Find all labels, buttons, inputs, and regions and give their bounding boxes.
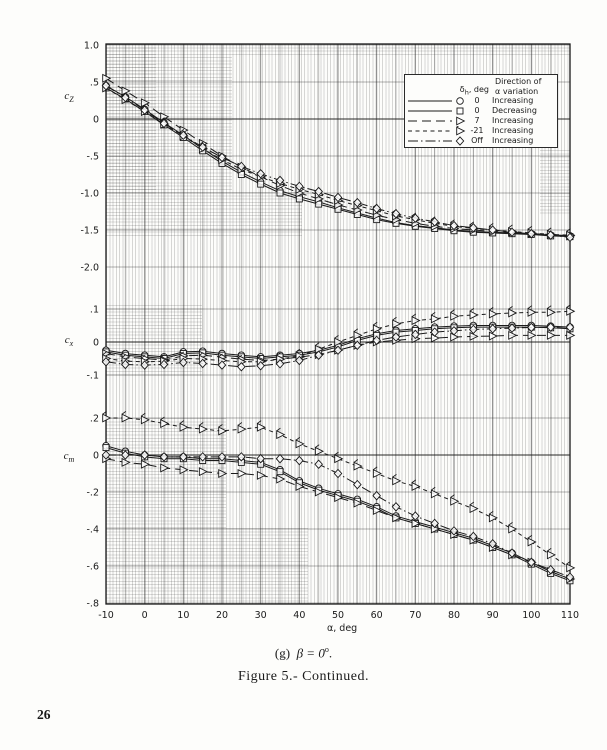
series-cm-stab-off-increasing [101, 450, 575, 582]
y-tick-label: -.6 [87, 562, 100, 573]
y-tick-label: .2 [90, 414, 99, 425]
y-tick-label: 0 [93, 115, 99, 126]
legend-direction-value: Increasing [492, 126, 534, 135]
x-tick-label: 90 [487, 610, 499, 621]
legend-line-sample [408, 100, 452, 102]
y-tick-label: -2.0 [80, 263, 99, 274]
x-tick-label: 50 [332, 610, 344, 621]
x-tick-label: 110 [561, 610, 579, 621]
legend-header: δh, deg Direction of α variation [405, 75, 557, 97]
y-tick-label: -1.5 [80, 226, 99, 237]
circle-icon [456, 97, 464, 105]
y-tick-label: .1 [90, 305, 99, 316]
legend-rows: 0 Increasing 0 Decreasing 7 Increasing -21 Incr… [405, 96, 557, 146]
fine-horizontal-grid-patch [106, 57, 232, 192]
legend-delta-header: δh, deg [459, 85, 489, 97]
legend-box: δh, deg Direction of α variation 0 Increa… [404, 74, 558, 148]
x-tick-label: 80 [448, 610, 460, 621]
x-tick-label: 0 [142, 610, 148, 621]
y-tick-label: -.5 [87, 152, 100, 163]
square-icon [456, 107, 464, 115]
legend-line-sample [408, 140, 452, 142]
legend-direction-header: Direction of α variation [495, 77, 542, 96]
page-number: 26 [37, 707, 51, 722]
fine-horizontal-grid-patch [540, 150, 570, 216]
fine-horizontal-grid-patch [106, 418, 226, 528]
legend-direction-value: Increasing [492, 136, 534, 145]
figure-subcaption: (g) β = 0o. [274, 645, 333, 661]
y-tick-label: -.4 [87, 525, 100, 536]
series-cz-stab-off-increasing [101, 80, 575, 243]
legend-row: 7 Increasing [407, 116, 555, 126]
legend-delta-value: 7 [474, 116, 480, 125]
legend-line-sample [408, 130, 452, 132]
legend-delta-value: Off [471, 136, 483, 145]
x-axis-title: α, deg [327, 623, 358, 634]
figure-caption: Figure 5.- Continued. [237, 669, 370, 684]
series-cm-dh-21-increasing [102, 411, 576, 573]
x-tick-label: 40 [293, 610, 305, 621]
y-tick-label: -1.0 [80, 189, 99, 200]
triangle-icon [456, 116, 466, 126]
legend-line-sample [408, 120, 452, 122]
x-tick-label: 10 [177, 610, 189, 621]
x-tick-label: -10 [98, 610, 114, 621]
y-tick-label: 0 [93, 338, 99, 349]
y-tick-label: -.2 [87, 488, 100, 499]
legend-row: Off Increasing [407, 136, 555, 146]
legend-direction-value: Increasing [492, 116, 534, 125]
legend-row: 0 Increasing [407, 96, 555, 106]
legend-direction-value: Decreasing [492, 106, 537, 115]
axis-title-cz: cZ [64, 90, 74, 105]
legend-row: -21 Increasing [407, 126, 555, 136]
x-tick-label: 30 [255, 610, 267, 621]
y-tick-label: -.8 [87, 599, 100, 610]
legend-row: 0 Decreasing [407, 106, 555, 116]
y-tick-label: -.1 [87, 371, 100, 382]
axis-title-cx: cx [64, 334, 74, 349]
axis-title-cm: cm [63, 450, 75, 465]
legend-direction-value: Increasing [492, 96, 534, 105]
fine-horizontal-grid-patch [106, 192, 302, 236]
y-tick-label: .5 [90, 78, 99, 89]
chart-canvas: 1.0 .5 0 -.5 -1.0 -1.5 -2.0 .1 0 -.1 .2 0 -.2 -.4 -.6 -… [80, 41, 579, 622]
x-tick-label: 100 [522, 610, 540, 621]
legend-line-sample [408, 110, 452, 112]
y-tick-label: 1.0 [84, 41, 99, 52]
diamond-icon [455, 136, 465, 146]
y-tick-label: 0 [93, 451, 99, 462]
series-cx-stab-off-increasing [101, 322, 575, 372]
fine-horizontal-grid-patch [106, 528, 308, 604]
triangle-flag-icon [456, 126, 466, 136]
x-tick-label: 20 [216, 610, 228, 621]
legend-delta-value: -21 [470, 126, 484, 135]
legend-delta-value: 0 [474, 106, 480, 115]
x-tick-label: 60 [371, 610, 383, 621]
legend-delta-value: 0 [474, 96, 480, 105]
x-tick-label: 70 [409, 610, 421, 621]
